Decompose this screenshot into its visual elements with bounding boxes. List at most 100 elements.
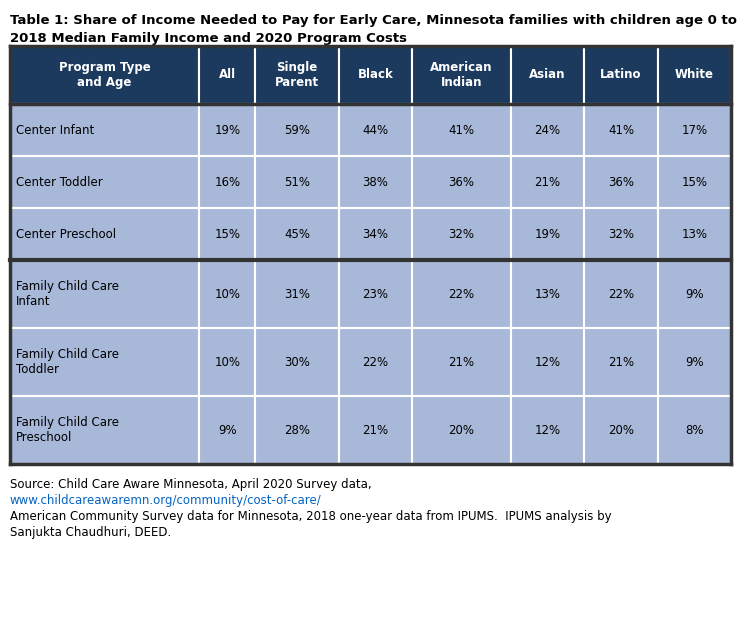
Bar [256,104,339,156]
Text: 21%: 21% [608,355,634,368]
Text: 13%: 13% [535,288,561,301]
Bar [511,46,585,104]
Text: 30%: 30% [285,355,310,368]
Text: Family Child Care
Preschool: Family Child Care Preschool [16,416,119,444]
Text: 28%: 28% [284,424,310,437]
Text: Family Child Care
Infant: Family Child Care Infant [16,280,119,308]
Bar [585,396,658,464]
Bar [199,260,256,328]
Bar [412,260,511,328]
Bar [585,260,658,328]
Text: Sanjukta Chaudhuri, DEED.: Sanjukta Chaudhuri, DEED. [10,526,171,539]
Text: 16%: 16% [214,176,240,189]
Text: 9%: 9% [685,288,704,301]
Text: 32%: 32% [448,227,474,240]
Bar [511,104,585,156]
Bar [412,104,511,156]
Bar [412,46,511,104]
Bar [658,208,731,260]
Text: www.childcareawaremn.org/community/cost-of-care/: www.childcareawaremn.org/community/cost-… [10,494,322,507]
Text: Source: Child Care Aware Minnesota, April 2020 Survey data,: Source: Child Care Aware Minnesota, Apri… [10,478,372,491]
Bar [511,156,585,208]
Bar [256,156,339,208]
Bar [511,328,585,396]
Text: 22%: 22% [362,355,388,368]
Text: Family Child Care
Toddler: Family Child Care Toddler [16,348,119,376]
Bar [256,328,339,396]
Text: American
Indian: American Indian [431,61,493,89]
Text: 10%: 10% [214,288,240,301]
Text: Table 1: Share of Income Needed to Pay for Early Care, Minnesota families with c: Table 1: Share of Income Needed to Pay f… [10,14,741,27]
Bar [256,208,339,260]
Text: Center Toddler: Center Toddler [16,176,103,189]
Text: Black: Black [358,68,393,81]
Text: 24%: 24% [534,124,561,137]
Bar [511,208,585,260]
Bar [10,156,199,208]
Text: Latino: Latino [600,68,642,81]
Text: Program Type
and Age: Program Type and Age [59,61,150,89]
Bar [585,208,658,260]
Bar [412,396,511,464]
Bar [256,46,339,104]
Text: 21%: 21% [534,176,561,189]
Text: 34%: 34% [362,227,388,240]
Bar [412,156,511,208]
Bar [585,46,658,104]
Text: 17%: 17% [681,124,708,137]
Bar [199,328,256,396]
Text: 51%: 51% [284,176,310,189]
Bar [412,328,511,396]
Text: 19%: 19% [534,227,561,240]
Text: Center Infant: Center Infant [16,124,94,137]
Bar [658,46,731,104]
Text: Single
Parent: Single Parent [275,61,319,89]
Text: American Community Survey data for Minnesota, 2018 one-year data from IPUMS.  IP: American Community Survey data for Minne… [10,510,611,523]
Text: 19%: 19% [214,124,240,137]
Bar [339,46,412,104]
Bar [339,396,412,464]
Text: 2018 Median Family Income and 2020 Program Costs: 2018 Median Family Income and 2020 Progr… [10,32,407,45]
Text: 23%: 23% [362,288,388,301]
Text: 38%: 38% [362,176,388,189]
Text: 12%: 12% [534,355,561,368]
Bar [199,208,256,260]
Text: 21%: 21% [448,355,475,368]
Text: 36%: 36% [448,176,474,189]
Bar [10,104,199,156]
Text: 59%: 59% [284,124,310,137]
Bar [256,260,339,328]
Bar [10,208,199,260]
Bar [199,46,256,104]
Text: 15%: 15% [214,227,240,240]
Text: White: White [675,68,714,81]
Bar [658,396,731,464]
Bar [339,156,412,208]
Bar [658,104,731,156]
Bar [199,104,256,156]
Text: 22%: 22% [448,288,475,301]
Text: 21%: 21% [362,424,388,437]
Bar [199,156,256,208]
Bar [199,396,256,464]
Text: 31%: 31% [284,288,310,301]
Text: All: All [219,68,236,81]
Bar [585,156,658,208]
Bar [339,104,412,156]
Bar [339,260,412,328]
Bar [10,46,199,104]
Bar [412,208,511,260]
Bar [10,328,199,396]
Text: Center Preschool: Center Preschool [16,227,116,240]
Text: 20%: 20% [448,424,474,437]
Text: 44%: 44% [362,124,388,137]
Text: 36%: 36% [608,176,634,189]
Text: 20%: 20% [608,424,634,437]
Bar [339,328,412,396]
Bar [339,208,412,260]
Text: 10%: 10% [214,355,240,368]
Text: 8%: 8% [685,424,704,437]
Text: 9%: 9% [218,424,236,437]
Text: 41%: 41% [448,124,475,137]
Bar [10,396,199,464]
